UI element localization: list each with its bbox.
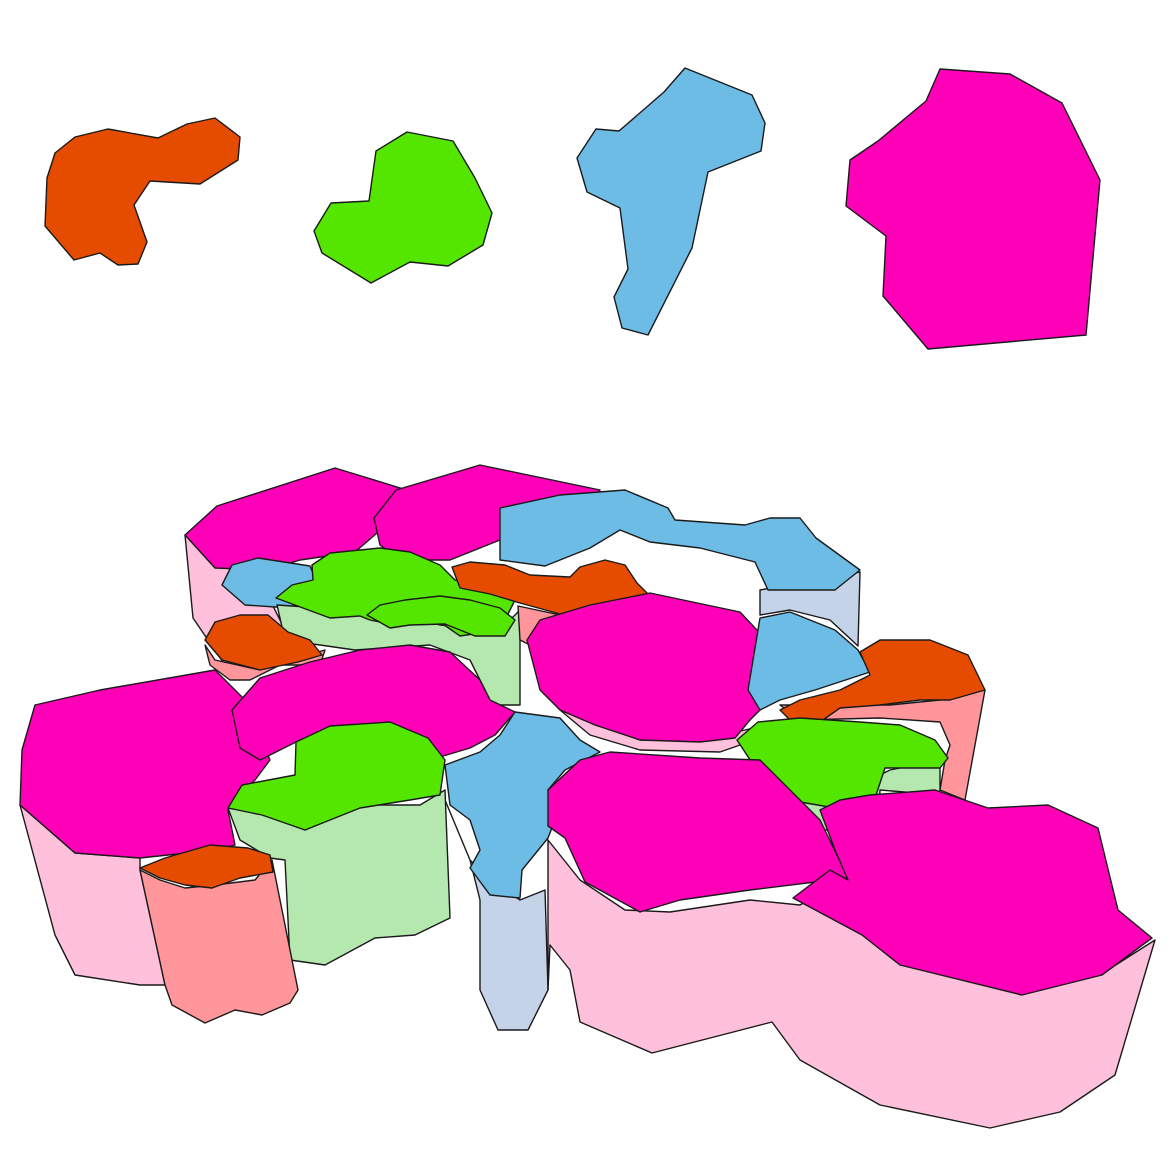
piece-blue[interactable] — [576, 67, 766, 336]
piece-green[interactable] — [313, 131, 493, 284]
board-tile-magenta — [526, 592, 786, 743]
puzzle-board — [19, 464, 1156, 1129]
board-tile-magenta — [231, 644, 516, 763]
board-tile-blue — [747, 611, 871, 711]
board-tile-magenta — [792, 789, 1153, 996]
board-side-orange — [139, 859, 299, 1024]
piece-tray — [44, 67, 1101, 350]
board-tile-magenta — [19, 669, 271, 859]
board-tile-blue — [499, 489, 861, 591]
board-tile-orange — [204, 614, 323, 671]
board-tile-orange — [451, 559, 651, 616]
board-side-orange — [779, 689, 986, 801]
board-tile-green — [366, 595, 516, 637]
board-tile-green — [227, 721, 446, 831]
board-tile-orange — [779, 639, 986, 723]
piece-orange[interactable] — [44, 117, 241, 266]
board-side-magenta — [547, 839, 1156, 1129]
piece-magenta[interactable] — [845, 68, 1101, 350]
board-tile-orange — [139, 844, 274, 889]
board-tile-green — [736, 717, 949, 809]
